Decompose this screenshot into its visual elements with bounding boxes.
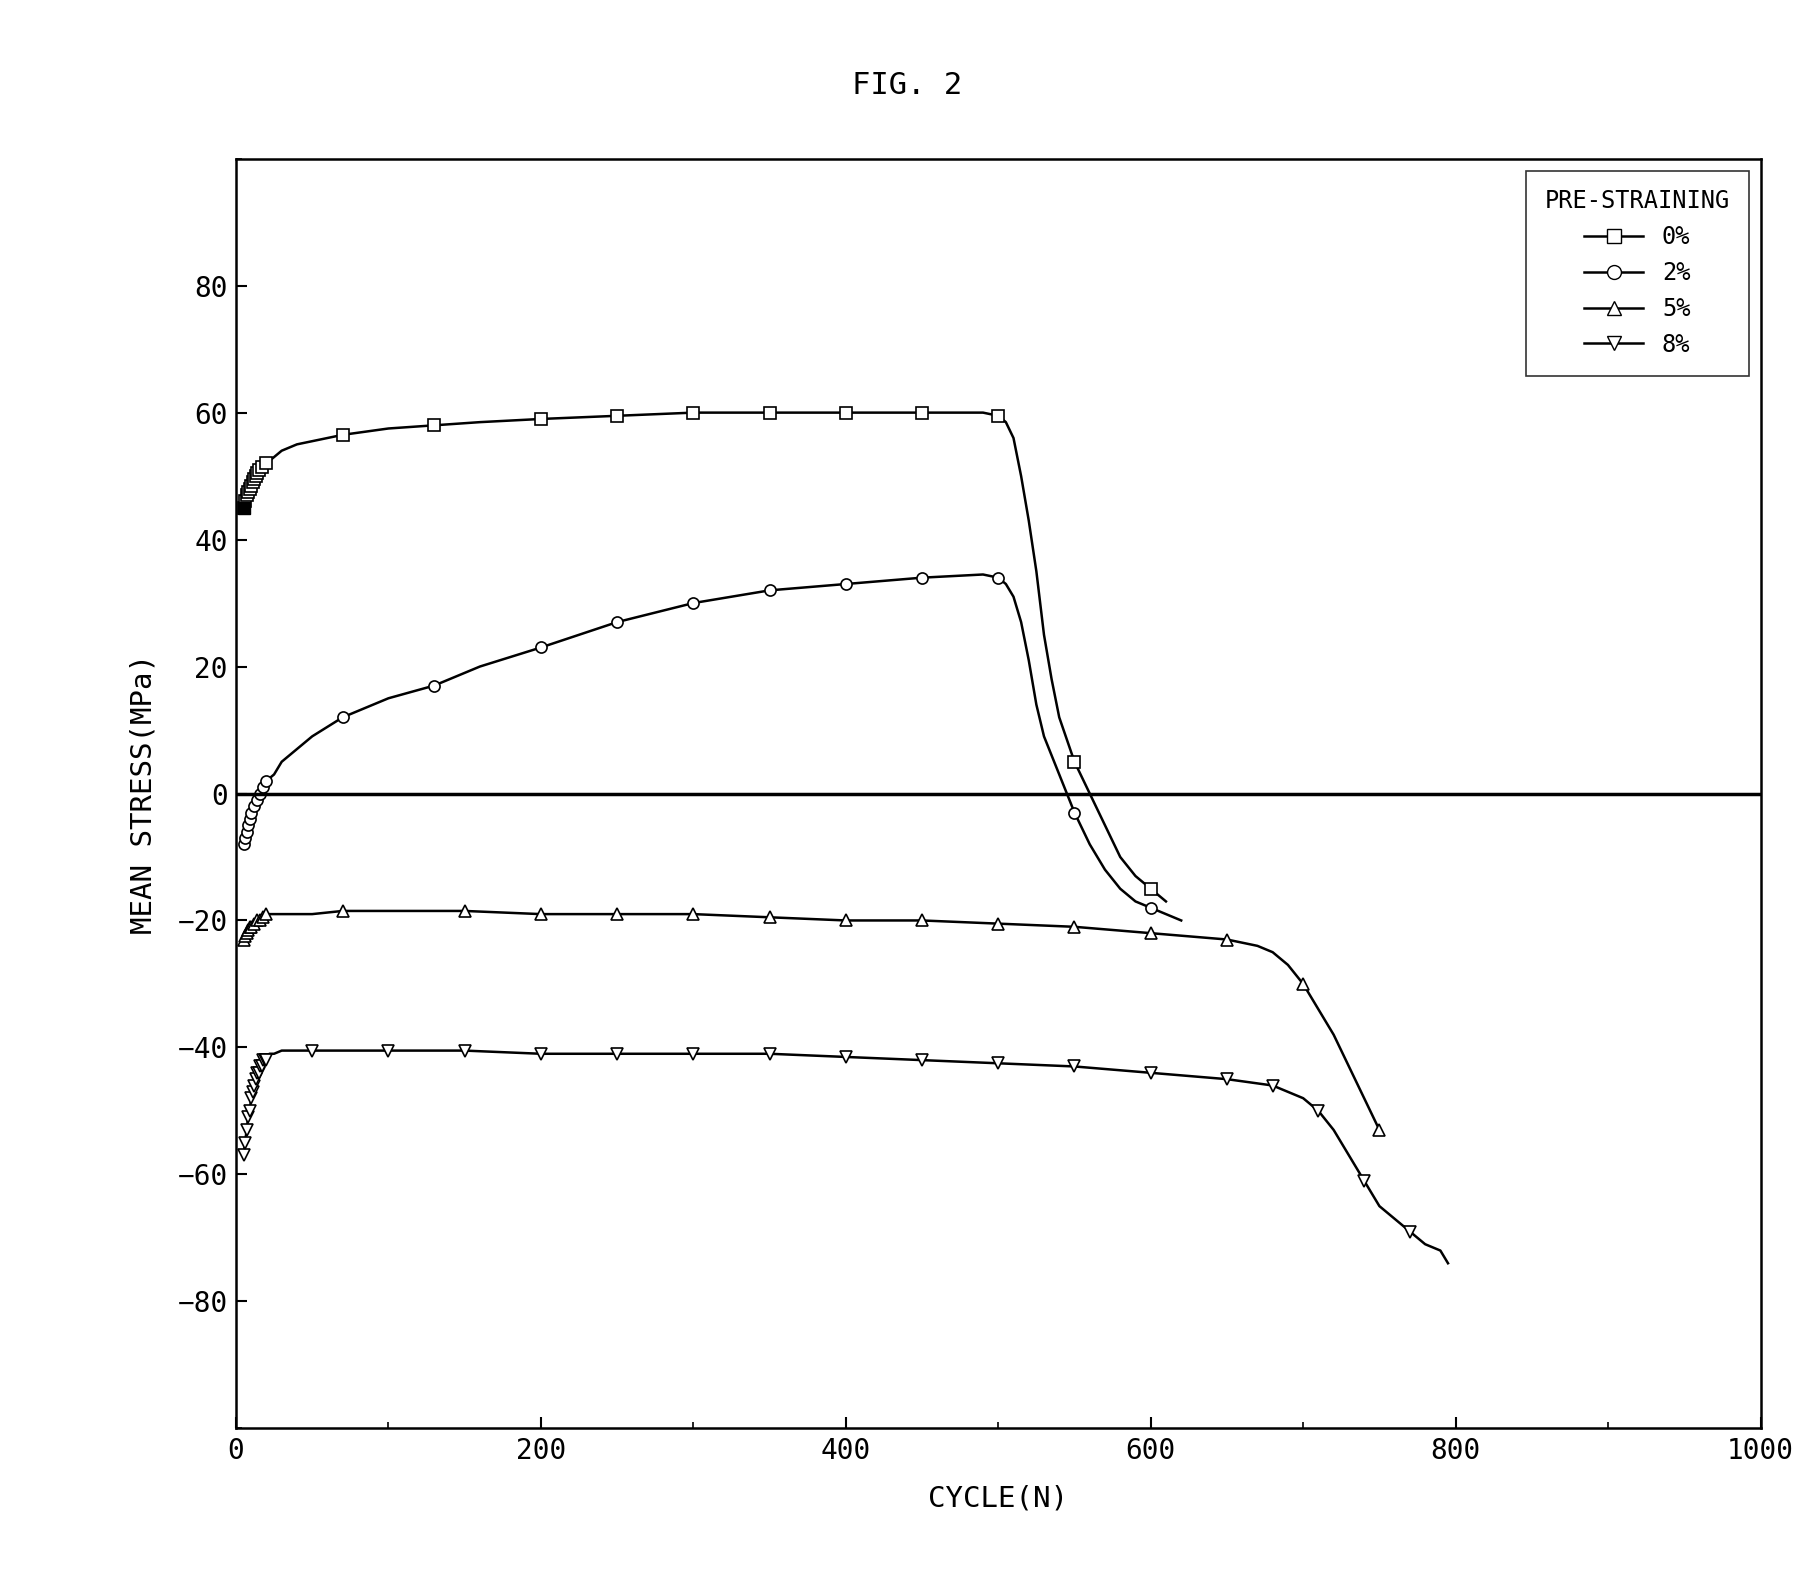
X-axis label: CYCLE(N): CYCLE(N) — [927, 1484, 1068, 1512]
Legend: 0%, 2%, 5%, 8%: 0%, 2%, 5%, 8% — [1526, 170, 1747, 376]
Text: FIG. 2: FIG. 2 — [853, 71, 961, 100]
Y-axis label: MEAN STRESS(MPa): MEAN STRESS(MPa) — [131, 654, 158, 933]
